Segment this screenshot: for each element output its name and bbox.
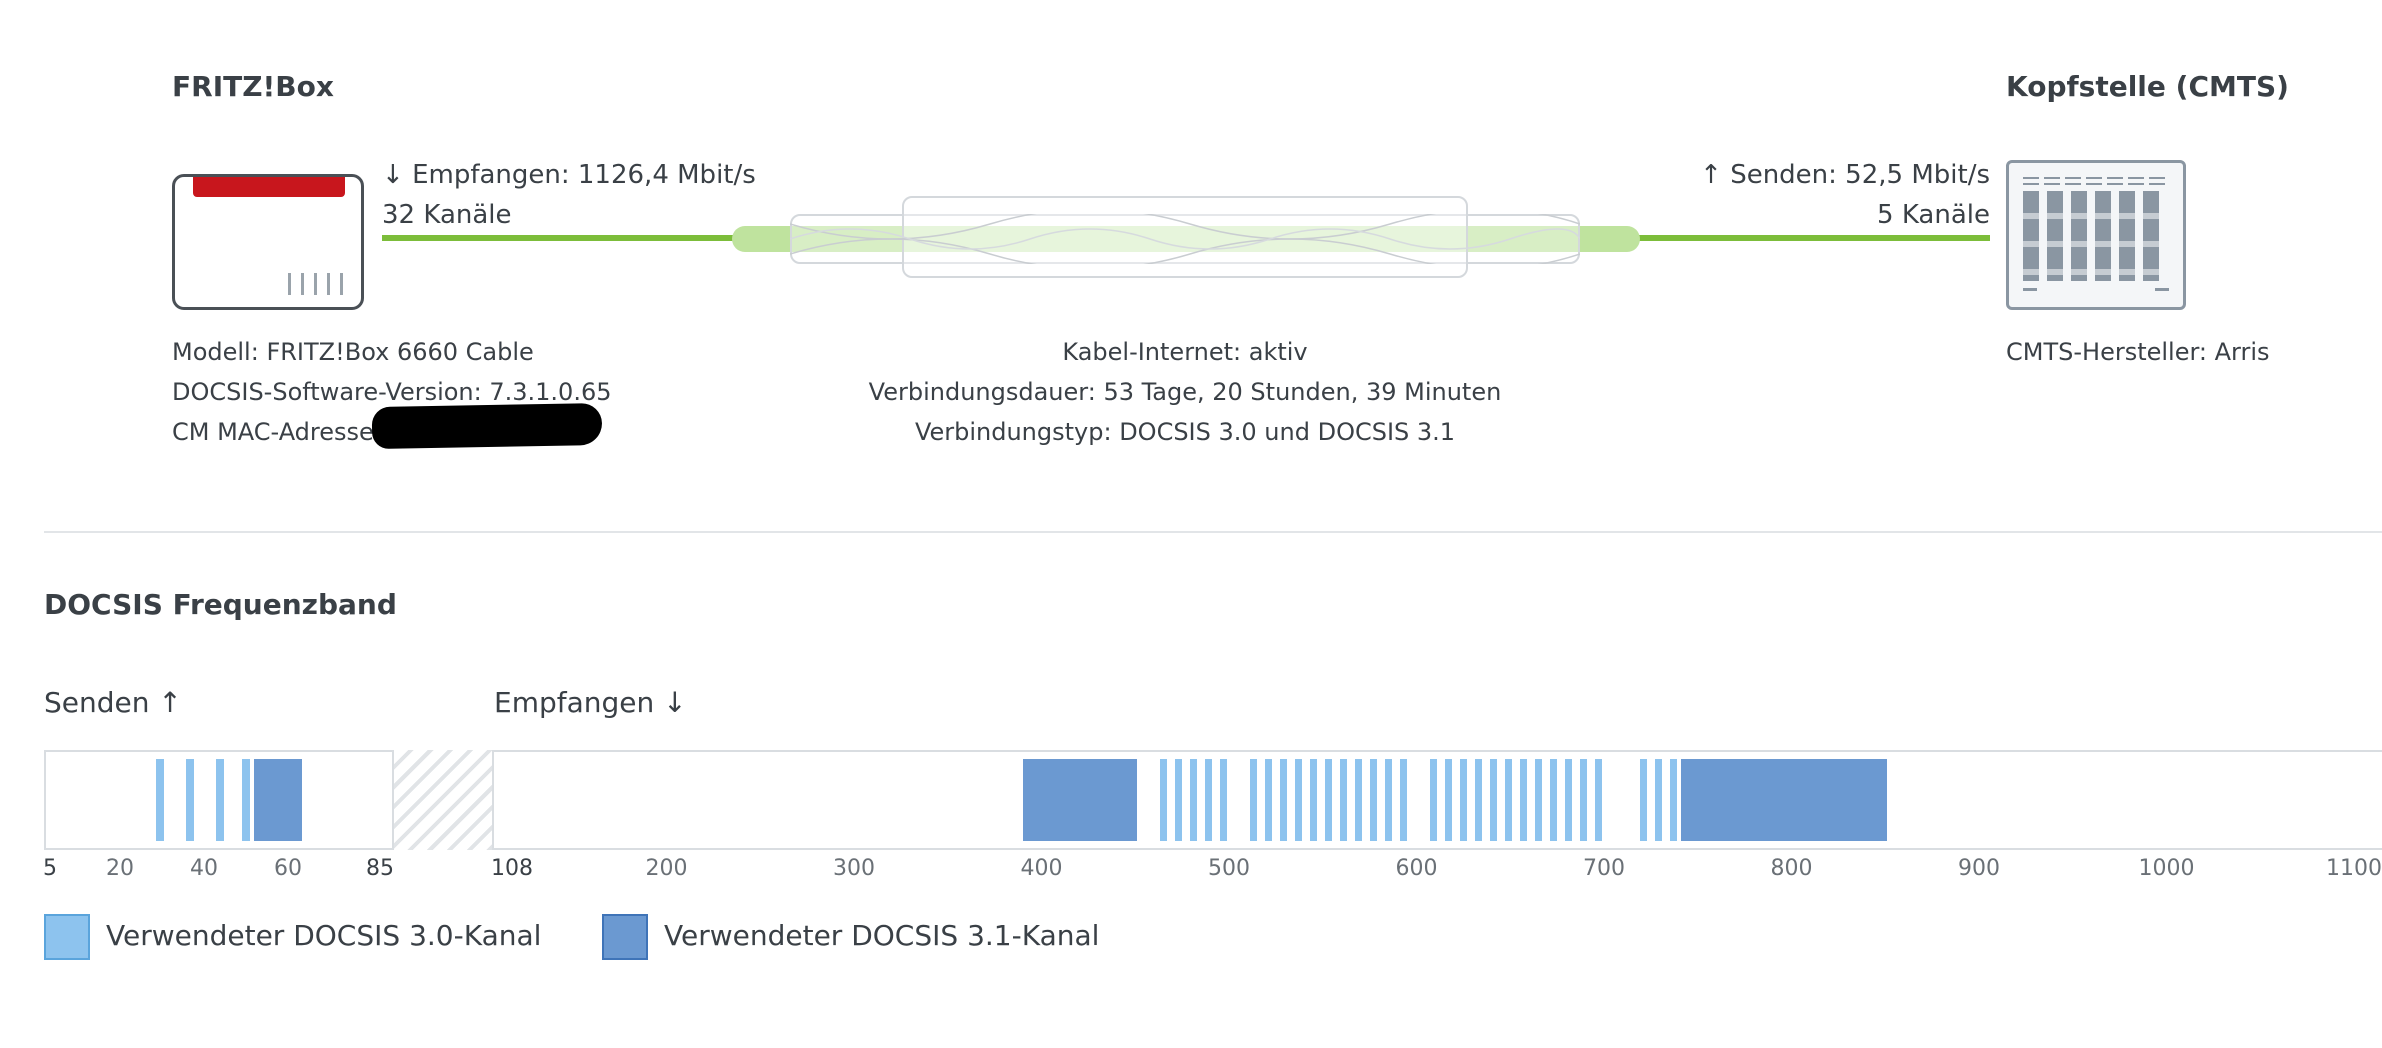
docsis30-channel-down bbox=[1474, 759, 1483, 841]
docsis30-channel-down bbox=[1489, 759, 1498, 841]
docsis30-channel-down bbox=[1399, 759, 1408, 841]
docsis30-channel-down bbox=[1654, 759, 1663, 841]
docsis30-channel-down bbox=[1204, 759, 1213, 841]
internet-status: Kabel-Internet: aktiv bbox=[1062, 338, 1308, 366]
docsis30-channel-down bbox=[1519, 759, 1528, 841]
docsis30-channel-down bbox=[1369, 759, 1378, 841]
arrow-down-icon: ↓ bbox=[382, 160, 404, 190]
arrow-up-icon: ↑ bbox=[158, 686, 182, 719]
mac-address-label: CM MAC-Adresse: bbox=[172, 418, 382, 446]
docsis30-channel-down bbox=[1264, 759, 1273, 841]
docsis30-channel-up bbox=[241, 759, 251, 841]
axis-tick-label: 1000 bbox=[2138, 856, 2195, 881]
legend-swatch-docsis30 bbox=[44, 914, 90, 960]
arrow-down-icon: ↓ bbox=[663, 686, 687, 719]
arrow-up-icon: ↑ bbox=[1700, 160, 1722, 190]
software-version: DOCSIS-Software-Version: 7.3.1.0.65 bbox=[172, 378, 612, 406]
model-info: Modell: FRITZ!Box 6660 Cable bbox=[172, 338, 534, 366]
axis-tick-label: 600 bbox=[1395, 856, 1438, 881]
redacted-mac bbox=[371, 402, 603, 450]
docsis30-channel-down bbox=[1189, 759, 1198, 841]
axis-tick-label: 800 bbox=[1770, 856, 1813, 881]
cable-weave bbox=[790, 214, 1580, 264]
axis-tick-label: 108 bbox=[491, 856, 533, 881]
docsis30-channel-down bbox=[1219, 759, 1228, 841]
docsis31-channel-down bbox=[1022, 759, 1138, 841]
docsis30-channel-down bbox=[1579, 759, 1588, 841]
docsis30-channel-down bbox=[1339, 759, 1348, 841]
axis-tick-label: 5 bbox=[43, 856, 57, 881]
docsis30-channel-down bbox=[1249, 759, 1258, 841]
cmts-title: Kopfstelle (CMTS) bbox=[2006, 70, 2289, 103]
docsis30-channel-up bbox=[155, 759, 165, 841]
docsis30-channel-down bbox=[1564, 759, 1573, 841]
docsis30-channel-down bbox=[1504, 759, 1513, 841]
band-title: DOCSIS Frequenzband bbox=[44, 588, 397, 621]
docsis30-channel-down bbox=[1294, 759, 1303, 841]
docsis31-channel-up bbox=[254, 759, 302, 841]
axis-tick-label: 400 bbox=[1020, 856, 1063, 881]
docsis30-channel-down bbox=[1384, 759, 1393, 841]
axis-tick-label: 200 bbox=[645, 856, 688, 881]
upstream-rate: ↑ Senden: 52,5 Mbit/s bbox=[1700, 160, 1990, 190]
docsis30-channel-down bbox=[1594, 759, 1603, 841]
cmts-manufacturer: CMTS-Hersteller: Arris bbox=[2006, 338, 2270, 366]
guard-band bbox=[392, 750, 494, 850]
docsis30-channel-down bbox=[1549, 759, 1558, 841]
axis-tick-label: 20 bbox=[106, 856, 134, 881]
downstream-rate: ↓ Empfangen: 1126,4 Mbit/s bbox=[382, 160, 756, 190]
router-icon bbox=[172, 174, 364, 310]
upstream-channels: 5 Kanäle bbox=[1877, 200, 1990, 230]
send-label: Senden ↑ bbox=[44, 686, 182, 719]
docsis30-channel-down bbox=[1639, 759, 1648, 841]
docsis30-channel-down bbox=[1429, 759, 1438, 841]
connection-duration: Verbindungsdauer: 53 Tage, 20 Stunden, 3… bbox=[868, 378, 1502, 406]
axis-tick-label: 60 bbox=[274, 856, 302, 881]
docsis30-channel-down bbox=[1534, 759, 1543, 841]
docsis30-channel-down bbox=[1444, 759, 1453, 841]
docsis30-channel-down bbox=[1279, 759, 1288, 841]
axis-tick-label: 1100 bbox=[2326, 856, 2382, 881]
docsis30-channel-down bbox=[1669, 759, 1678, 841]
docsis30-channel-down bbox=[1324, 759, 1333, 841]
docsis30-channel-down bbox=[1309, 759, 1318, 841]
legend-swatch-docsis31 bbox=[602, 914, 648, 960]
legend-label-docsis31: Verwendeter DOCSIS 3.1-Kanal bbox=[664, 919, 1100, 952]
docsis31-channel-down bbox=[1680, 759, 1888, 841]
connection-type: Verbindungstyp: DOCSIS 3.0 und DOCSIS 3.… bbox=[914, 418, 1456, 446]
axis-tick-label: 700 bbox=[1583, 856, 1625, 881]
docsis30-channel-up bbox=[185, 759, 195, 841]
axis-tick-label: 900 bbox=[1958, 856, 2000, 881]
legend-label-docsis30: Verwendeter DOCSIS 3.0-Kanal bbox=[106, 919, 542, 952]
axis-tick-label: 500 bbox=[1208, 856, 1250, 881]
docsis30-channel-down bbox=[1354, 759, 1363, 841]
axis-tick-label: 300 bbox=[833, 856, 875, 881]
docsis30-channel-down bbox=[1159, 759, 1168, 841]
section-divider bbox=[44, 531, 2382, 533]
receive-label: Empfangen ↓ bbox=[494, 686, 687, 719]
docsis30-channel-up bbox=[215, 759, 225, 841]
docsis30-channel-down bbox=[1459, 759, 1468, 841]
fritzbox-title: FRITZ!Box bbox=[172, 70, 334, 103]
downstream-channels: 32 Kanäle bbox=[382, 200, 512, 230]
cmts-icon bbox=[2006, 160, 2186, 310]
axis-tick-label: 85 bbox=[366, 856, 394, 881]
axis-tick-label: 40 bbox=[190, 856, 218, 881]
docsis30-channel-down bbox=[1174, 759, 1183, 841]
